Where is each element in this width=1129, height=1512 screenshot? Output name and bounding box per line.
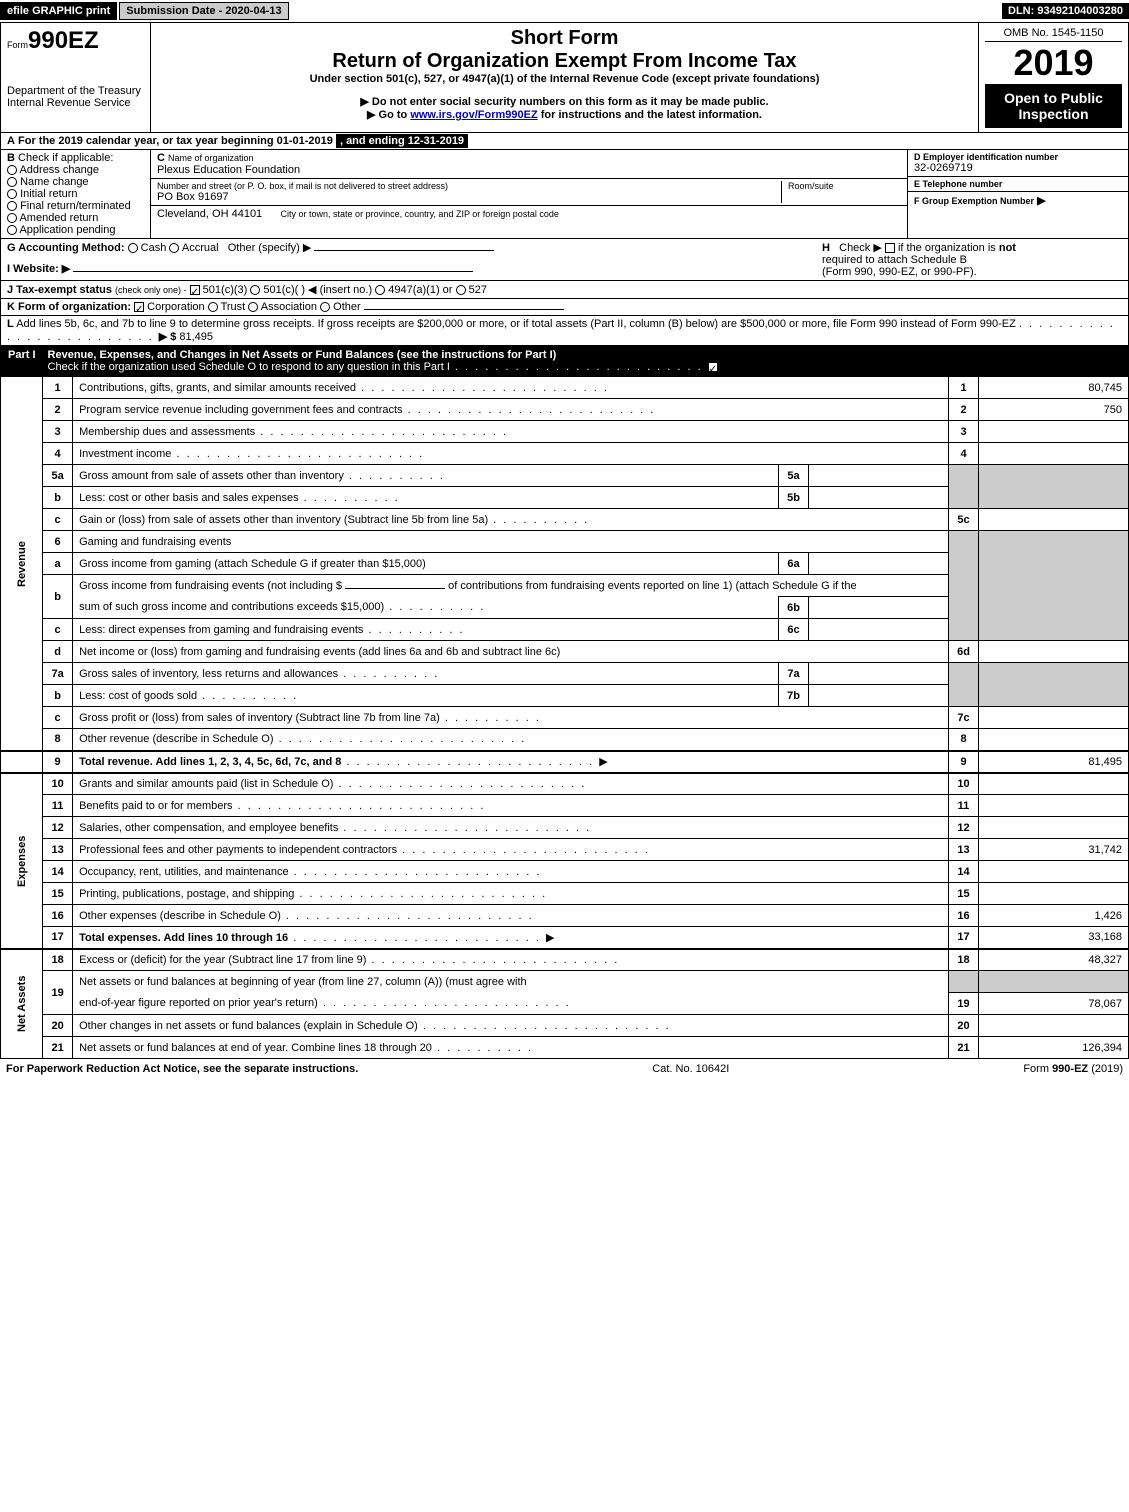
line-j: J Tax-exempt status (check only one) - ✓…	[0, 281, 1129, 299]
form-prefix: Form	[7, 40, 28, 50]
corp-checkbox[interactable]: ✓	[134, 302, 144, 312]
address-change-checkbox[interactable]	[7, 165, 17, 175]
line-2-value: 750	[979, 399, 1129, 421]
line-21-value: 126,394	[979, 1037, 1129, 1059]
line-11-value	[979, 795, 1129, 817]
gross-receipts-amount: 81,495	[179, 331, 213, 343]
org-info-grid: B Check if applicable: Address change Na…	[0, 150, 1129, 239]
line-17-value: 33,168	[979, 927, 1129, 949]
revenue-vertical-label: Revenue	[1, 377, 43, 751]
submission-date-badge: Submission Date - 2020-04-13	[119, 2, 288, 20]
trust-checkbox[interactable]	[208, 302, 218, 312]
org-name: Plexus Education Foundation	[157, 164, 901, 176]
section-def: D Employer identification number 32-0269…	[908, 150, 1128, 238]
irs-label: Internal Revenue Service	[7, 97, 144, 109]
name-change-checkbox[interactable]	[7, 177, 17, 187]
line-4-value	[979, 443, 1129, 465]
schedule-b-checkbox[interactable]	[885, 243, 895, 253]
go-to-line: ▶ Go to www.irs.gov/Form990EZ for instru…	[157, 108, 972, 121]
top-bar: efile GRAPHIC print Submission Date - 20…	[0, 0, 1129, 22]
org-city: Cleveland, OH 44101	[157, 208, 262, 220]
line-7c-value	[979, 707, 1129, 729]
page-footer: For Paperwork Reduction Act Notice, see …	[0, 1059, 1129, 1079]
cash-radio[interactable]	[128, 243, 138, 253]
omb-number: OMB No. 1545-1150	[985, 27, 1122, 42]
expenses-vertical-label: Expenses	[1, 773, 43, 949]
footer-form-number: 990-EZ	[1052, 1063, 1088, 1075]
line-1-value: 80,745	[979, 377, 1129, 399]
line-a: A For the 2019 calendar year, or tax yea…	[0, 133, 1129, 150]
line-16-value: 1,426	[979, 905, 1129, 927]
ein-value: 32-0269719	[914, 162, 1122, 174]
short-form-title: Short Form	[157, 27, 972, 50]
section-b: B Check if applicable: Address change Na…	[1, 150, 151, 238]
open-to-public-badge: Open to Public Inspection	[985, 84, 1122, 128]
line-9-value: 81,495	[979, 751, 1129, 773]
under-section-text: Under section 501(c), 527, or 4947(a)(1)…	[157, 73, 972, 85]
room-suite-label: Room/suite	[788, 181, 901, 191]
return-title: Return of Organization Exempt From Incom…	[157, 50, 972, 73]
line-15-value	[979, 883, 1129, 905]
final-return-checkbox[interactable]	[7, 201, 17, 211]
line-20-value	[979, 1015, 1129, 1037]
paperwork-notice: For Paperwork Reduction Act Notice, see …	[6, 1063, 358, 1075]
line-19-value: 78,067	[979, 993, 1129, 1015]
line-l: L Add lines 5b, 6c, and 7b to line 9 to …	[0, 316, 1129, 346]
section-c: C Name of organization Plexus Education …	[151, 150, 908, 238]
line-5c-value	[979, 509, 1129, 531]
assoc-checkbox[interactable]	[248, 302, 258, 312]
line-k: K Form of organization: ✓ Corporation Tr…	[0, 299, 1129, 316]
efile-print-button[interactable]: efile GRAPHIC print	[0, 2, 117, 20]
tax-year: 2019	[985, 42, 1122, 84]
initial-return-checkbox[interactable]	[7, 189, 17, 199]
line-8-value	[979, 729, 1129, 751]
form-number: 990EZ	[28, 27, 99, 54]
form-header: Form990EZ Department of the Treasury Int…	[0, 22, 1129, 133]
irs-link[interactable]: www.irs.gov/Form990EZ	[410, 109, 537, 121]
527-checkbox[interactable]	[456, 285, 466, 295]
dept-treasury: Department of the Treasury	[7, 85, 144, 97]
amended-return-checkbox[interactable]	[7, 213, 17, 223]
accrual-radio[interactable]	[169, 243, 179, 253]
line-18-value: 48,327	[979, 949, 1129, 971]
cat-number: Cat. No. 10642I	[652, 1063, 729, 1075]
other-org-checkbox[interactable]	[320, 302, 330, 312]
do-not-enter-text: ▶ Do not enter social security numbers o…	[157, 95, 972, 108]
501c3-checkbox[interactable]: ✓	[190, 285, 200, 295]
application-pending-checkbox[interactable]	[7, 225, 17, 235]
line-13-value: 31,742	[979, 839, 1129, 861]
4947-checkbox[interactable]	[375, 285, 385, 295]
part-1-table: Revenue 1 Contributions, gifts, grants, …	[0, 376, 1129, 1059]
dln-badge: DLN: 93492104003280	[1002, 3, 1129, 19]
line-6d-value	[979, 641, 1129, 663]
line-12-value	[979, 817, 1129, 839]
line-10-value	[979, 773, 1129, 795]
line-3-value	[979, 421, 1129, 443]
501c-checkbox[interactable]	[250, 285, 260, 295]
schedule-o-part1-checkbox[interactable]: ✓	[708, 362, 718, 372]
net-assets-vertical-label: Net Assets	[1, 949, 43, 1059]
line-14-value	[979, 861, 1129, 883]
part-1-header: Part I Revenue, Expenses, and Changes in…	[0, 346, 1129, 376]
org-street: PO Box 91697	[157, 191, 781, 203]
line-g-h: G Accounting Method: Cash Accrual Other …	[0, 239, 1129, 281]
